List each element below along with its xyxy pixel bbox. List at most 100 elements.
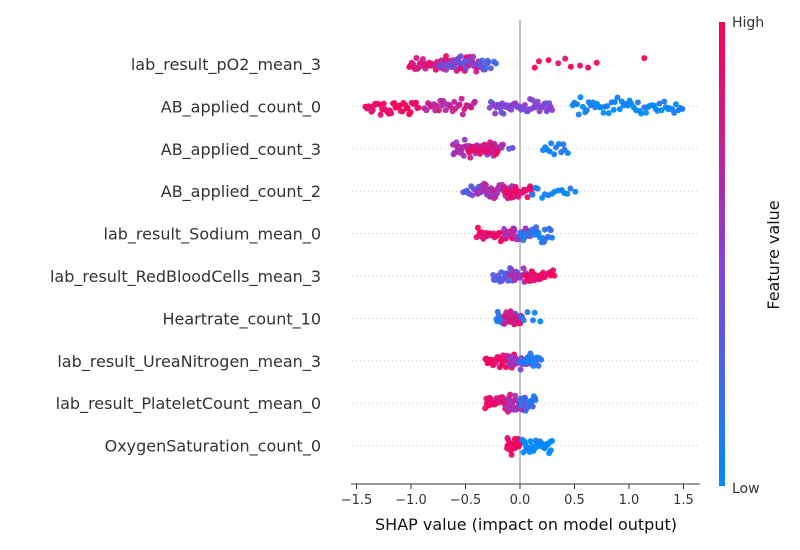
shap-point <box>459 111 466 118</box>
shap-point <box>452 149 459 156</box>
shap-point <box>413 55 420 61</box>
colorbar-gradient <box>719 22 725 486</box>
shap-point <box>529 97 536 104</box>
shap-point <box>512 392 519 399</box>
feature-label: AB_applied_count_0 <box>161 97 321 117</box>
shap-point <box>442 107 449 114</box>
shap-point <box>551 151 558 158</box>
shap-point <box>530 317 536 324</box>
shap-point <box>593 59 600 66</box>
shap-point <box>679 106 686 112</box>
feature-label: lab_result_RedBloodCells_mean_3 <box>50 267 321 287</box>
shap-point <box>457 53 464 60</box>
feature-label: lab_result_Sodium_mean_0 <box>104 225 322 245</box>
shap-point <box>496 229 503 236</box>
shap-point <box>451 64 458 71</box>
x-axis-title: SHAP value (impact on model output) <box>375 515 677 534</box>
shap-point <box>456 101 463 108</box>
shap-point <box>494 190 501 197</box>
shap-point <box>531 64 538 71</box>
x-tick-label: −1.5 <box>341 493 373 508</box>
shap-point <box>549 234 555 241</box>
shap-point <box>520 317 527 324</box>
shap-point <box>535 362 542 369</box>
shap-point <box>507 391 514 398</box>
shap-point <box>537 318 544 325</box>
x-tick-label: 1.5 <box>673 493 694 508</box>
shap-point <box>451 98 458 105</box>
shap-point <box>614 94 621 101</box>
shap-point <box>482 182 489 188</box>
feature-labels: lab_result_pO2_mean_3 AB_applied_count_0 A… <box>50 55 321 457</box>
shap-point <box>380 100 387 107</box>
shap-point <box>462 65 469 72</box>
shap-point <box>564 150 571 157</box>
shap-point <box>410 61 417 68</box>
shap-point <box>546 148 553 155</box>
shap-point <box>547 227 554 234</box>
feature-label: AB_applied_count_3 <box>161 140 321 160</box>
shap-point <box>531 309 538 316</box>
shap-point <box>536 58 542 65</box>
shap-point <box>399 108 406 115</box>
shap-point <box>461 136 468 143</box>
shap-point <box>604 103 611 110</box>
x-tick-label: −1.0 <box>395 493 427 508</box>
shap-point <box>534 98 541 105</box>
x-axis: −1.5 −1.0 −0.5 0.0 0.5 1.0 1.5 <box>341 483 700 508</box>
shap-point <box>616 106 623 113</box>
data-points <box>362 53 686 458</box>
shap-point <box>529 403 536 410</box>
shap-point <box>415 104 422 111</box>
shap-point <box>658 107 665 114</box>
shap-point <box>534 185 541 192</box>
shap-point <box>443 53 450 60</box>
shap-point <box>467 154 474 161</box>
feature-label: lab_result_pO2_mean_3 <box>131 55 321 75</box>
shap-point <box>567 63 574 70</box>
shap-point <box>577 62 584 69</box>
shap-point <box>585 64 592 71</box>
shap-point <box>643 109 649 116</box>
shap-point <box>388 110 395 117</box>
shap-point <box>509 144 516 151</box>
shap-point <box>521 102 528 108</box>
shap-point <box>527 185 534 191</box>
shap-point <box>562 55 569 62</box>
shap-point <box>470 53 477 60</box>
feature-label: lab_result_UreaNitrogen_mean_3 <box>57 352 321 372</box>
shap-point <box>555 141 562 147</box>
shap-point <box>453 139 460 146</box>
shap-point <box>433 102 440 109</box>
shap-point <box>634 99 641 106</box>
shap-point <box>510 194 517 200</box>
shap-point <box>407 109 414 116</box>
shap-point <box>661 98 668 105</box>
shap-point <box>583 107 590 114</box>
feature-label: Heartrate_count_10 <box>162 309 321 329</box>
shap-point <box>492 60 499 67</box>
shap-point <box>494 148 501 154</box>
shap-point <box>458 95 465 102</box>
shap-point <box>549 107 556 113</box>
shap-point <box>492 110 499 117</box>
shap-point <box>413 99 419 106</box>
shap-point <box>512 185 519 192</box>
shap-point <box>508 267 515 274</box>
shap-point <box>551 272 558 279</box>
shap-point <box>479 57 486 64</box>
shap-point <box>549 437 556 444</box>
shap-point <box>438 102 445 109</box>
shap-point <box>572 188 579 195</box>
shap-point <box>468 104 475 111</box>
shap-point <box>485 149 492 156</box>
shap-point <box>579 103 586 110</box>
shap-point <box>511 227 518 234</box>
shap-point <box>482 65 489 71</box>
shap-point <box>466 149 473 156</box>
shap-point <box>605 110 612 117</box>
shap-point <box>508 451 515 458</box>
shap-point <box>548 140 555 147</box>
shap-point <box>610 106 617 113</box>
